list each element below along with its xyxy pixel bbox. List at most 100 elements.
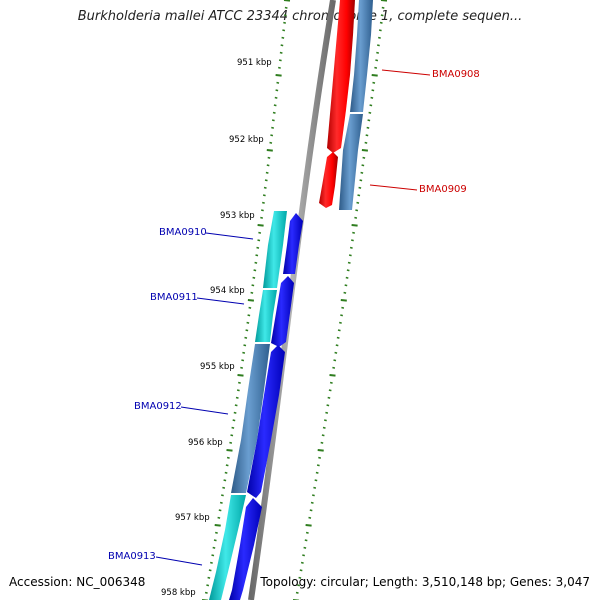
ruler-tick-right-minor (335, 344, 339, 347)
ruler-tick-right-minor (358, 186, 362, 189)
ruler-tick-right-minor (325, 411, 329, 414)
ruler-ticks-right (293, 0, 388, 600)
ruler-tick-right-minor (367, 119, 371, 122)
ruler-tick-right-minor (318, 456, 321, 459)
feature-cyan-bma0913 (209, 495, 246, 600)
ruler-tick-left-minor (225, 464, 229, 467)
ruler-tick-right-minor (343, 291, 347, 294)
ruler-tick-right-minor (368, 111, 372, 114)
gene-label-bma0911[interactable]: BMA0911 (150, 292, 198, 303)
ruler-tick-right-minor (375, 59, 379, 62)
ruler-tick-left-minor (222, 486, 226, 489)
ruler-tick-left-minor (242, 351, 246, 354)
ruler-tick-right-minor (308, 516, 312, 519)
ruler-tick-left-minor (241, 359, 245, 362)
ruler-tick-right-minor (365, 134, 369, 137)
ruler-tick-left-minor (226, 456, 230, 459)
ruler-tick-left-minor (255, 254, 259, 257)
ruler-tick-left-minor (248, 306, 252, 309)
ruler-tick-left-minor (238, 381, 241, 384)
ruler-tick-left-minor (235, 396, 239, 399)
gene-label-bma0912[interactable]: BMA0912 (134, 401, 182, 412)
ruler-tick-right-minor (333, 359, 337, 362)
ruler-label-952: 952 kbp (229, 135, 264, 145)
ruler-tick-right-minor (379, 21, 383, 24)
gene-label-bma0909[interactable]: BMA0909 (419, 184, 467, 195)
ruler-tick-right-minor (366, 126, 370, 129)
ruler-tick-right-minor (298, 576, 302, 579)
ruler-tick-left-minor (215, 531, 218, 534)
accession-footer: Accession: NC_006348 (9, 575, 146, 589)
feature-cyan-bma0911 (255, 290, 277, 342)
ruler-tick-right-minor (345, 276, 349, 279)
ruler-tick-right-minor (303, 546, 307, 549)
ruler-tick-left-minor (206, 584, 210, 587)
ruler-tick-left-minor (260, 216, 263, 219)
ruler-label-953: 953 kbp (220, 211, 255, 221)
ruler-tick-right-minor (299, 569, 303, 572)
ruler-tick-right-minor (334, 351, 338, 354)
ruler-tick-left-minor (276, 81, 280, 84)
ruler-tick-left-minor (233, 411, 237, 414)
feature-steel-bma0912 (231, 344, 270, 493)
ruler-tick-right-major (351, 224, 358, 227)
gene-leader-bma0911 (196, 297, 245, 305)
ruler-tick-left-minor (281, 36, 285, 39)
ruler-tick-right-minor (351, 239, 354, 242)
ruler-tick-right-major (380, 0, 388, 2)
ruler-tick-left-minor (240, 366, 243, 369)
ruler-tick-left-major (214, 524, 221, 527)
ruler-tick-right-minor (321, 434, 325, 437)
ruler-tick-left-minor (243, 344, 247, 347)
ruler-tick-right-minor (376, 51, 379, 54)
ruler-tick-left-minor (212, 546, 216, 549)
ruler-tick-right-minor (371, 89, 375, 92)
ruler-tick-left-major (226, 449, 233, 452)
ruler-tick-left-minor (236, 389, 240, 392)
ruler-tick-left-minor (207, 576, 211, 579)
ruler-tick-left-minor (204, 591, 208, 594)
ruler-tick-left-minor (218, 509, 222, 512)
ruler-tick-right-minor (309, 509, 313, 512)
gene-label-bma0910[interactable]: BMA0910 (159, 227, 207, 238)
ruler-tick-right-minor (297, 584, 300, 587)
ruler-tick-left-minor (244, 336, 248, 339)
ruler-tick-left-minor (270, 134, 274, 137)
ruler-tick-left-minor (245, 329, 249, 332)
ruler-tick-left-minor (269, 141, 273, 144)
ruler-tick-right-minor (324, 419, 327, 422)
gene-label-bma0913[interactable]: BMA0913 (108, 551, 156, 562)
ruler-tick-left-minor (253, 269, 257, 272)
ruler-tick-left-major (266, 149, 273, 152)
ruler-label-958: 958 kbp (161, 588, 196, 598)
ruler-tick-left-minor (263, 186, 267, 189)
ruler-tick-left-minor (262, 194, 266, 197)
ruler-tick-right-minor (313, 486, 317, 489)
ruler-tick-right-minor (310, 501, 314, 504)
ruler-tick-right-minor (356, 201, 360, 204)
feature-blue-1 (283, 213, 303, 274)
ruler-tick-right-minor (322, 426, 326, 429)
ruler-tick-right-minor (314, 479, 318, 482)
ruler-tick-left-minor (272, 111, 276, 114)
stats-footer: Topology: circular; Length: 3,510,148 bp… (260, 575, 590, 589)
ruler-tick-right-minor (302, 554, 305, 557)
ruler-tick-right-major (317, 449, 324, 452)
ruler-tick-right-minor (336, 336, 340, 339)
ruler-tick-left-minor (219, 501, 223, 504)
ruler-tick-left-minor (208, 569, 212, 572)
ruler-tick-left-minor (246, 321, 250, 324)
ruler-tick-left-minor (254, 261, 258, 264)
gene-leader-bma0913 (155, 556, 203, 566)
feature-blue-4 (229, 498, 262, 600)
ruler-tick-left-minor (274, 96, 278, 99)
ruler-tick-left-minor (271, 126, 274, 129)
gene-label-bma0908[interactable]: BMA0908 (432, 69, 480, 80)
ruler-tick-right-minor (329, 381, 333, 384)
map-title: Burkholderia mallei ATCC 23344 chromosom… (77, 9, 523, 24)
feature-steel-upper (350, 0, 373, 112)
ruler-tick-left-minor (283, 21, 286, 24)
ruler-tick-right-minor (357, 194, 361, 197)
ruler-tick-right-major (329, 374, 336, 377)
ruler-tick-right-minor (360, 171, 364, 174)
